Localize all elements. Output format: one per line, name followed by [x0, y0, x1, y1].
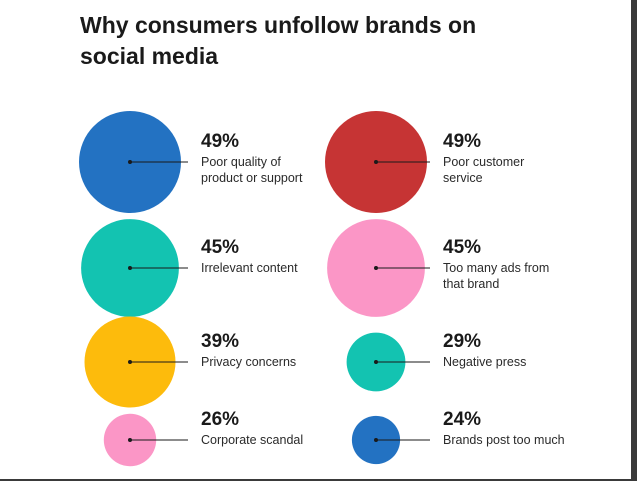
anchor-dot [128, 160, 132, 164]
chart-title-line-2: social media [80, 43, 219, 69]
window-frame-right [631, 0, 637, 481]
anchor-dot [374, 360, 378, 364]
bubble-item: 49% Poor customer service [325, 111, 524, 213]
anchor-dot [374, 160, 378, 164]
window-frame-bottom [0, 479, 637, 481]
category-label: Privacy concerns [201, 355, 296, 369]
value-label: 45% [443, 237, 481, 258]
value-label: 49% [443, 131, 481, 152]
category-label: Too many ads from [443, 261, 549, 275]
category-label: Irrelevant content [201, 261, 298, 275]
category-label: service [443, 171, 483, 185]
category-label: Corporate scandal [201, 433, 303, 447]
category-label: Brands post too much [443, 433, 565, 447]
value-label: 39% [201, 331, 239, 352]
category-label: Poor customer [443, 155, 524, 169]
bubble-item: 29% Negative press [346, 331, 526, 392]
value-label: 26% [201, 409, 239, 430]
category-label: Poor quality of [201, 155, 281, 169]
chart-title-line-1: Why consumers unfollow brands on [80, 12, 477, 38]
anchor-dot [128, 266, 132, 270]
category-label: Negative press [443, 355, 526, 369]
bubble-item: 49% Poor quality of product or support [79, 111, 303, 213]
bubble-item: 26% Corporate scandal [103, 409, 303, 467]
bubble-item: 45% Irrelevant content [81, 219, 298, 317]
bubble-item: 39% Privacy concerns [84, 316, 296, 408]
value-label: 49% [201, 131, 239, 152]
anchor-dot [374, 266, 378, 270]
bubble-item: 45% Too many ads from that brand [327, 219, 549, 317]
anchor-dot [128, 360, 132, 364]
bubble-item: 24% Brands post too much [351, 409, 565, 465]
anchor-dot [128, 438, 132, 442]
chart-title: Why consumers unfollow brands on social … [80, 10, 550, 72]
anchor-dot [374, 438, 378, 442]
category-label: product or support [201, 171, 303, 185]
category-label: that brand [443, 277, 499, 291]
value-label: 45% [201, 237, 239, 258]
value-label: 24% [443, 409, 481, 430]
value-label: 29% [443, 331, 481, 352]
